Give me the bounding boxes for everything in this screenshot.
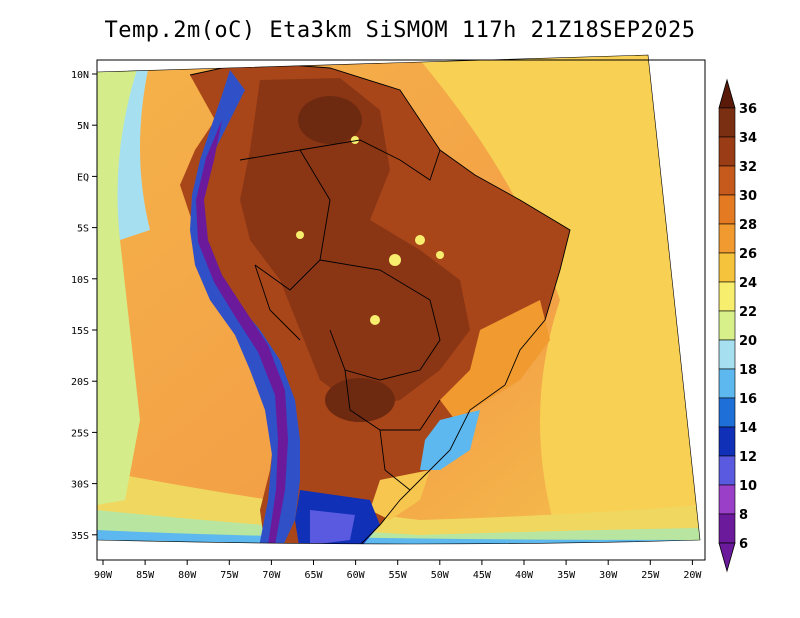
colorbar-label: 24 — [739, 276, 757, 291]
lon-label: 30W — [599, 570, 618, 581]
colorbar-label: 18 — [739, 363, 757, 378]
colorbar-swatch — [718, 426, 736, 457]
latitude-axis: 10N 5N EQ 5S 10S 15S 20S 25S 30S 35S — [71, 70, 97, 542]
colorbar-swatch — [718, 368, 736, 399]
colorbar-swatch — [718, 136, 736, 167]
lon-label: 85W — [136, 570, 155, 581]
lon-label: 65W — [304, 570, 323, 581]
hot-spot-north — [298, 96, 362, 144]
map-title: Temp.2m(oC) Eta3km SiSMOM 117h 21Z18SEP2… — [104, 18, 696, 43]
lat-label: 15S — [71, 326, 89, 337]
colorbar-swatch — [718, 310, 736, 341]
colorbar-label: 10 — [739, 479, 757, 494]
plot-frame — [96, 59, 706, 561]
colorbar-swatch — [718, 339, 736, 370]
lat-label: 10N — [71, 70, 89, 81]
colorbar-top-arrow — [718, 78, 736, 109]
colorbar-swatch — [718, 281, 736, 312]
colorbar-swatch — [718, 165, 736, 196]
lon-label: 35W — [557, 570, 576, 581]
lat-label: 5S — [77, 224, 89, 235]
pacific-cool-zone — [97, 60, 150, 505]
hot-spot-south — [325, 378, 395, 422]
lat-label: 20S — [71, 377, 89, 388]
lat-label: 5N — [77, 121, 89, 132]
warm-spot — [351, 136, 359, 144]
lon-label: 80W — [178, 570, 197, 581]
borders — [189, 61, 571, 544]
colorbar-swatch — [718, 194, 736, 225]
colorbar-label: 14 — [739, 421, 757, 436]
lat-label: 25S — [71, 428, 89, 439]
lon-label: 50W — [431, 570, 450, 581]
south-brazil-mild — [370, 470, 430, 520]
lon-label: 90W — [94, 570, 113, 581]
colorbar-swatch — [718, 455, 736, 486]
east-coast-mild — [440, 300, 550, 420]
south-cold-band — [97, 530, 700, 544]
warm-spot — [415, 235, 425, 245]
southeast-cool — [420, 410, 480, 470]
colorbar-swatch — [718, 513, 736, 544]
atlantic-mild-zone — [420, 55, 700, 544]
domain-outline — [96, 54, 701, 545]
colorbar-label: 32 — [739, 160, 757, 175]
andes-cold-ridge — [190, 70, 300, 544]
south-colder-patch — [310, 510, 355, 544]
lon-label: 25W — [641, 570, 660, 581]
colorbar-swatch — [718, 223, 736, 254]
colorbar-label: 30 — [739, 189, 757, 204]
colorbar: 36 34 32 30 28 26 24 22 20 18 16 14 12 10 8 6 — [718, 78, 757, 573]
colorbar-label: 20 — [739, 334, 757, 349]
warm-spot — [370, 315, 380, 325]
lat-label: 35S — [71, 531, 89, 542]
colorbar-label: 6 — [739, 537, 748, 552]
colorbar-label: 12 — [739, 450, 757, 465]
lat-label: 10S — [71, 275, 89, 286]
colorbar-swatch — [718, 107, 736, 138]
lat-label: EQ — [77, 172, 89, 183]
warm-spot — [436, 251, 444, 259]
warm-spot — [296, 231, 304, 239]
lon-label: 45W — [473, 570, 492, 581]
lon-label: 75W — [220, 570, 239, 581]
colorbar-label: 22 — [739, 305, 757, 320]
map-domain — [97, 55, 700, 544]
colorbar-label: 8 — [739, 508, 748, 523]
warm-spot — [389, 254, 401, 266]
pacific-coastal-strip — [117, 60, 150, 240]
colorbar-swatch — [718, 252, 736, 283]
longitude-axis: 90W 85W 80W 75W 70W 65W 60W 55W 50W 45W 40W 35W 30W 2… — [94, 560, 702, 581]
colorbar-bottom-arrow — [718, 542, 736, 573]
lon-label: 40W — [515, 570, 534, 581]
lon-label: 55W — [389, 570, 408, 581]
colorbar-label: 16 — [739, 392, 757, 407]
colorbar-swatch — [718, 484, 736, 515]
lon-label: 60W — [347, 570, 366, 581]
lat-label: 30S — [71, 480, 89, 491]
lon-label: 70W — [262, 570, 281, 581]
andes-peaks — [196, 120, 288, 544]
colorbar-label: 36 — [739, 102, 757, 117]
colorbar-label: 34 — [739, 131, 757, 146]
colorbar-label: 26 — [739, 247, 757, 262]
land-hot-core — [240, 78, 470, 410]
lon-label: 20W — [683, 570, 702, 581]
colorbar-swatch — [718, 397, 736, 428]
colorbar-label: 28 — [739, 218, 757, 233]
